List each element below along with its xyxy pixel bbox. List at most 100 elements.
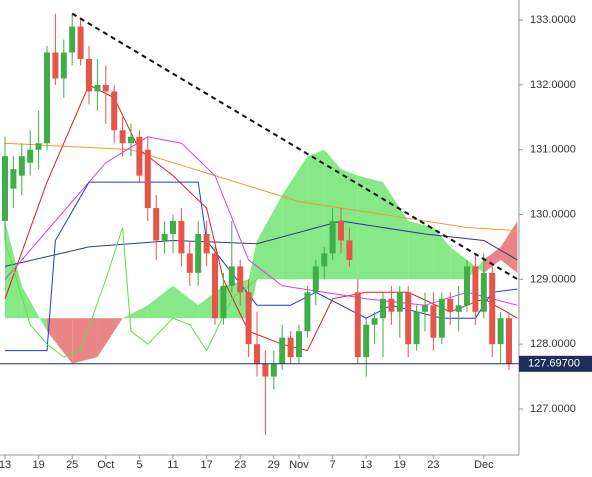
trendline: [71, 12, 519, 282]
cloud-segment: [173, 285, 199, 319]
x-tick-label: 13: [360, 459, 372, 471]
candle-body: [472, 266, 479, 312]
candle-body: [2, 156, 8, 222]
cloud-segment: [483, 246, 501, 273]
x-tick-label: Dec: [474, 459, 494, 471]
candle-body: [254, 344, 260, 364]
candle-body: [388, 298, 395, 312]
candle-body: [447, 298, 454, 312]
candle-body: [354, 292, 361, 358]
y-tick-label: 128.0000: [530, 338, 576, 350]
y-tick-label: 129.0000: [530, 273, 576, 285]
candle-body: [329, 221, 336, 254]
candle-body: [35, 143, 42, 150]
candle-body: [102, 84, 109, 92]
candle-body: [480, 272, 487, 312]
cloud-segment: [122, 305, 148, 319]
x-tick-label: Nov: [289, 459, 309, 471]
candle-body: [346, 240, 353, 260]
x-tick-label: 23: [234, 459, 246, 471]
plot-area: [2, 12, 519, 435]
candle-body: [220, 285, 227, 319]
candle-body: [77, 26, 84, 59]
cloud-segment: [357, 175, 383, 280]
x-tick-label: 19: [32, 459, 44, 471]
cloud-segment: [408, 221, 434, 280]
candle-body: [94, 84, 101, 92]
candle-body: [203, 233, 210, 254]
cloud-segment: [21, 285, 47, 332]
x-tick-label: Oct: [97, 459, 114, 471]
candle-body: [245, 292, 252, 345]
candle-body: [18, 156, 25, 176]
cloud-segment: [72, 318, 98, 364]
cloud-segment: [257, 195, 283, 280]
candle-body: [489, 272, 496, 345]
candle-body: [506, 318, 512, 364]
x-tick-label: 17: [200, 459, 212, 471]
candle-body: [262, 363, 269, 377]
candle-body: [296, 331, 302, 358]
cloud-segment: [467, 259, 484, 280]
candle-body: [52, 52, 59, 79]
cloud-segment: [450, 246, 467, 280]
candle-body: [338, 221, 344, 241]
y-tick-label: 131.0000: [530, 144, 576, 156]
candle-body: [178, 221, 185, 254]
candle-body: [380, 298, 386, 319]
candle-body: [321, 253, 328, 267]
candle-body: [161, 233, 168, 241]
candle-body: [119, 130, 126, 144]
candle-body: [86, 58, 92, 92]
candle-body: [27, 149, 34, 163]
candle-body: [136, 136, 143, 176]
y-tick-label: 127.0000: [530, 403, 576, 415]
cloud-segment: [223, 279, 249, 319]
candle-body: [279, 337, 286, 364]
indicator-line: [4, 136, 518, 306]
indicator-line: [4, 142, 518, 232]
indicator-line: [5, 181, 518, 352]
candle-body: [396, 292, 403, 312]
indicator-line: [4, 220, 518, 267]
candle-body: [430, 305, 437, 338]
x-tick-label: 7: [330, 459, 336, 471]
candle-body: [60, 52, 67, 79]
candle-body: [455, 305, 462, 312]
candle-body: [228, 266, 235, 286]
cloud-segment: [500, 221, 518, 273]
cloud-segment: [433, 227, 451, 280]
candle-body: [270, 363, 277, 377]
candle-body: [413, 311, 420, 345]
candle-body: [144, 149, 151, 209]
cloud-segment: [282, 156, 308, 280]
x-tick-label: 11: [167, 459, 178, 471]
candle-body: [464, 266, 470, 306]
cloud-segment: [383, 182, 409, 280]
candle-body: [497, 318, 504, 345]
last-price-box: [519, 355, 592, 372]
candle-body: [111, 91, 118, 131]
cloud-segment: [341, 169, 358, 280]
candle-body: [170, 221, 176, 234]
y-tick-label: 130.0000: [530, 208, 576, 220]
candle-body: [287, 337, 294, 358]
candle-body: [153, 208, 160, 241]
candle-body: [438, 298, 445, 338]
candle-body: [304, 292, 311, 332]
y-tick-label: 133.0000: [530, 14, 576, 26]
cloud-segment: [147, 285, 173, 319]
x-tick-label: 5: [136, 459, 142, 471]
candle-body: [186, 253, 193, 273]
x-tick-label: 13: [0, 459, 11, 471]
candle-body: [237, 266, 244, 293]
candle-body: [10, 169, 17, 189]
cloud-segment: [47, 318, 73, 364]
cloud-segment: [307, 149, 325, 280]
candle-body: [195, 233, 202, 273]
last-price-label: 127.69700: [528, 358, 580, 370]
y-tick-label: 132.0000: [530, 79, 576, 91]
x-tick-label: 29: [268, 459, 280, 471]
